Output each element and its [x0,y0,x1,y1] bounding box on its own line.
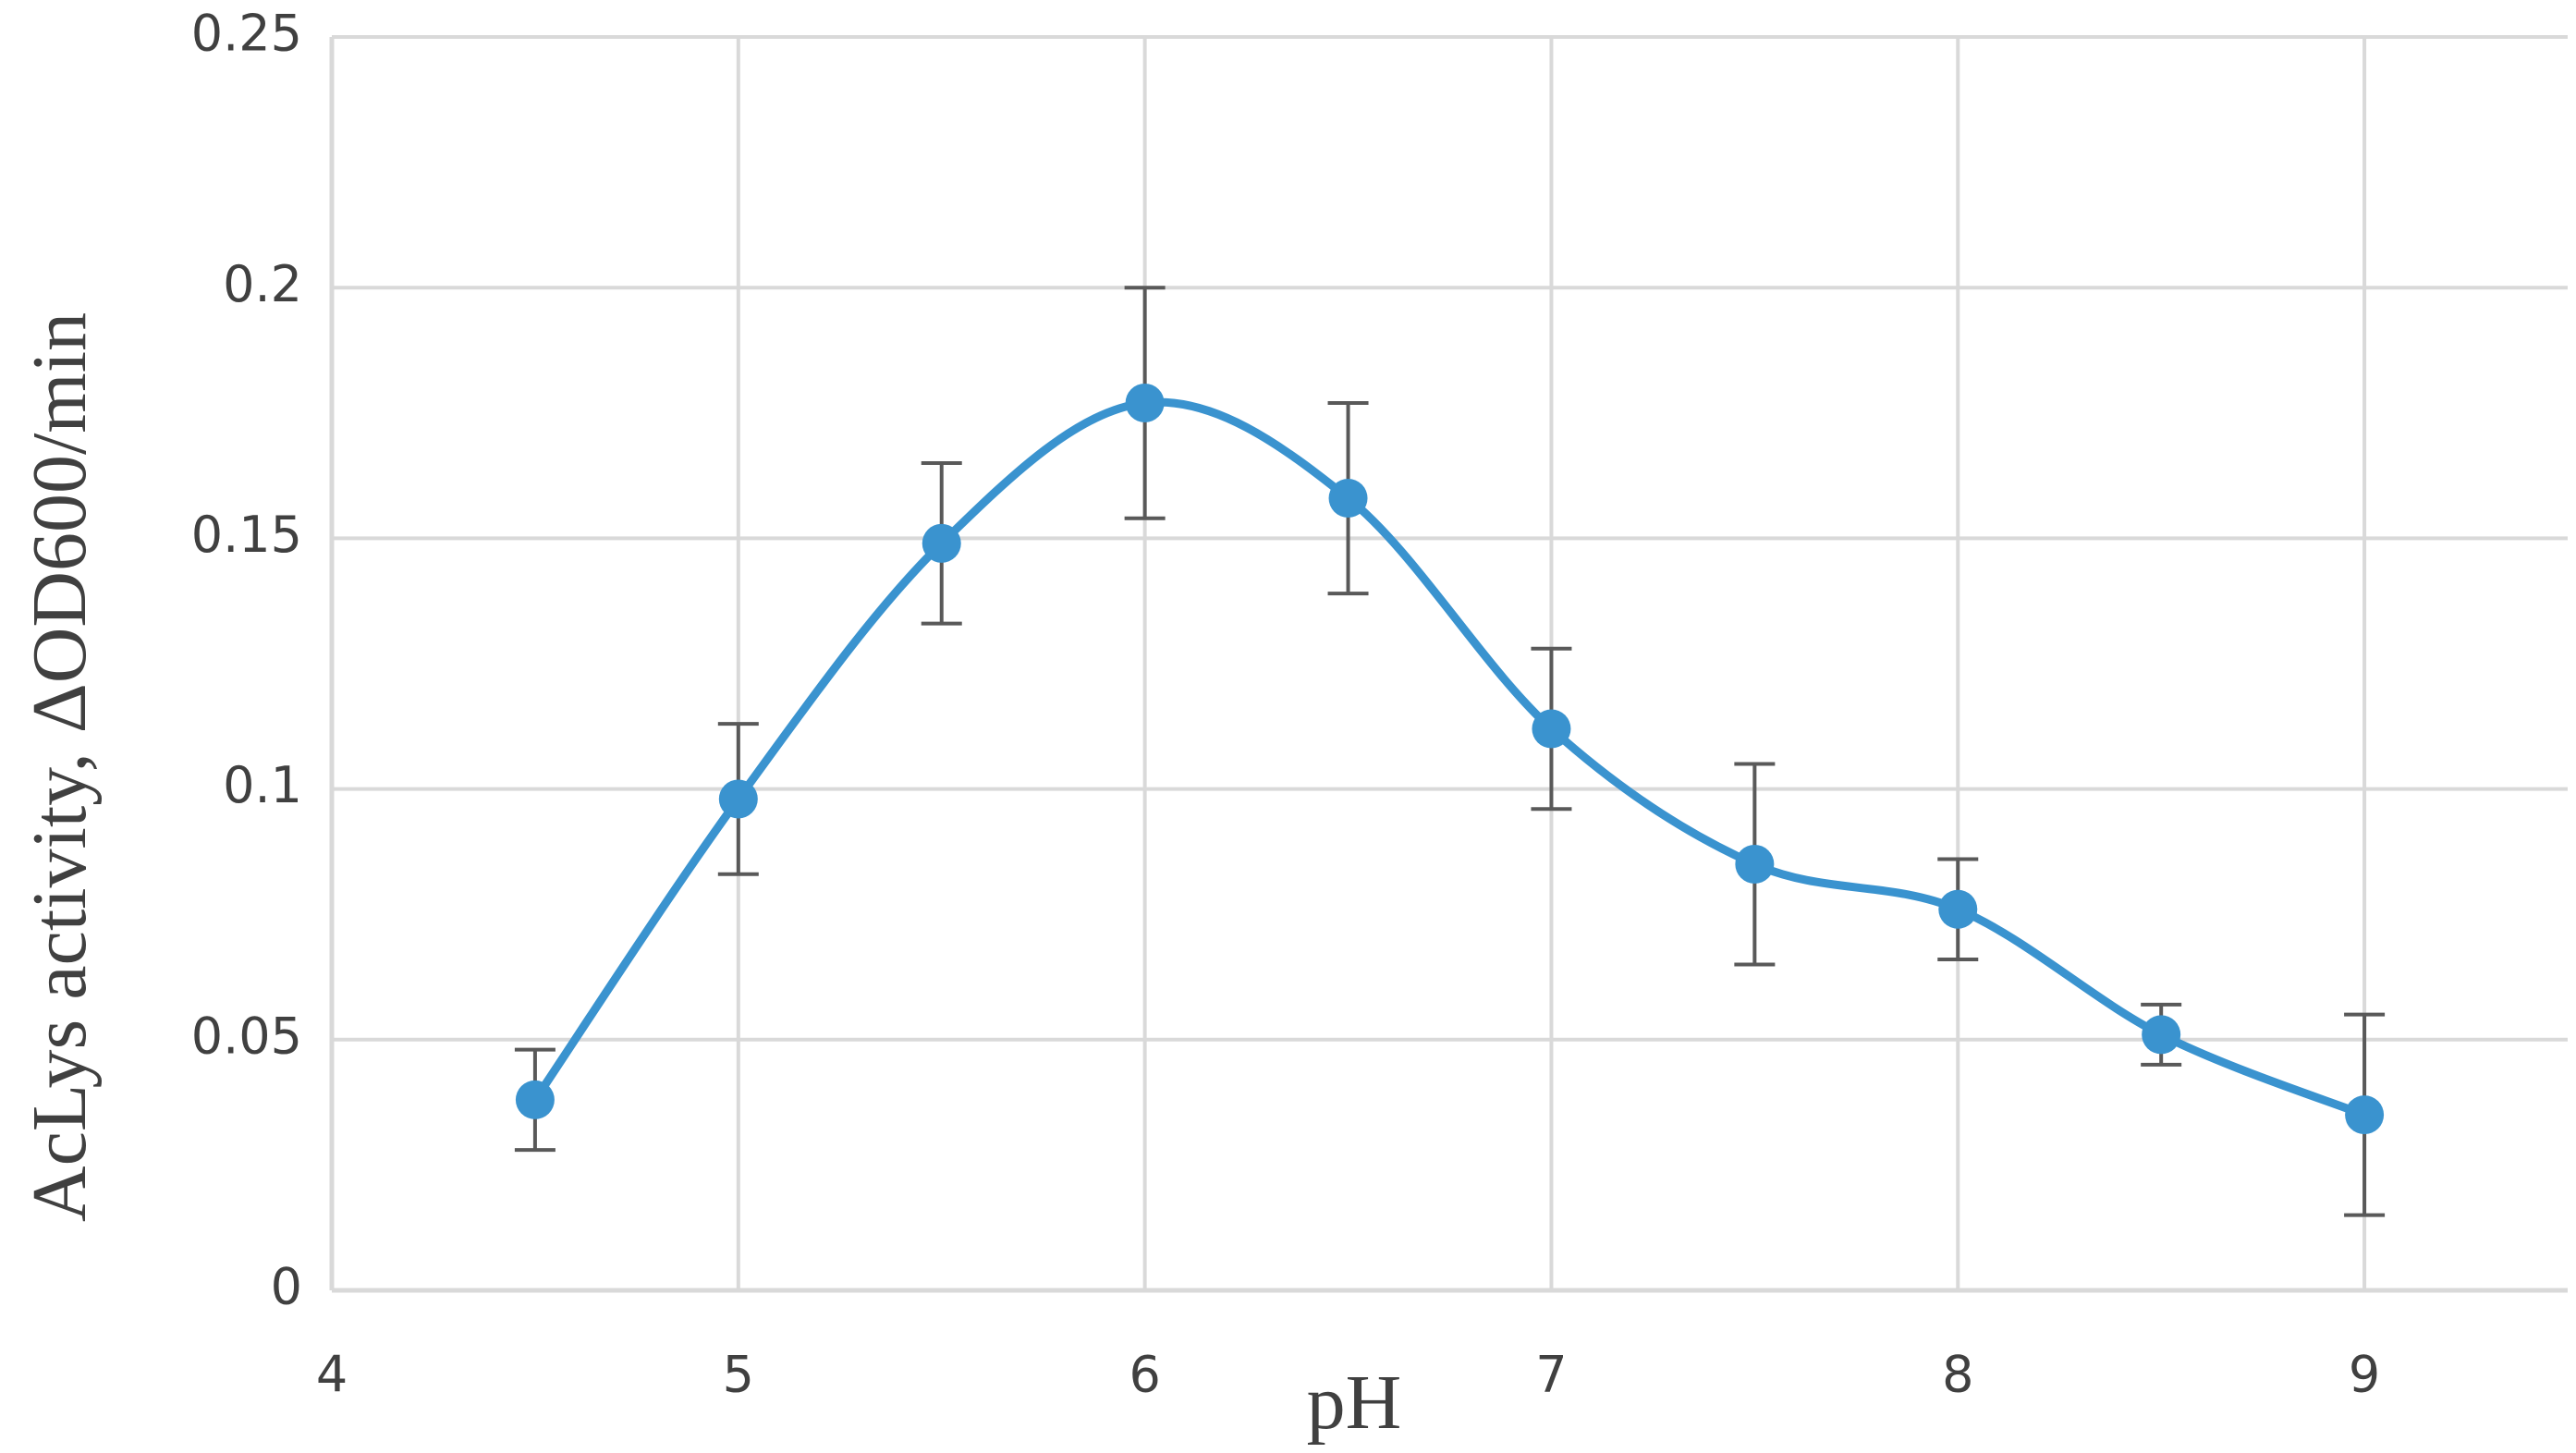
x-tick-label: 8 [1942,1346,1973,1404]
y-tick-label: 0 [271,1258,302,1316]
x-axis-title: pH [1307,1360,1402,1446]
marker [2345,1095,2385,1135]
marker [718,779,758,819]
y-tick-label: 0.05 [191,1007,302,1065]
y-tick-label: 0.1 [223,756,302,814]
y-tick-label: 0.25 [191,5,302,63]
y-tick-label: 0.15 [191,506,302,564]
x-tick-label: 9 [2349,1346,2380,1404]
y-axis-title: AcLys activity, ΔOD600/min [17,312,103,1222]
marker [2142,1015,2181,1055]
y-tick-label: 0.2 [223,255,302,313]
marker [1735,844,1775,884]
x-tick-label: 4 [316,1346,348,1404]
x-tick-label: 5 [723,1346,754,1404]
marker [1938,889,1978,929]
marker [922,523,961,563]
line [531,397,2366,1119]
x-tick-label: 6 [1129,1346,1160,1404]
x-tick-label: 7 [1535,1346,1567,1404]
marker [1125,383,1165,422]
marker [1328,479,1368,519]
marker [515,1080,555,1119]
marker [1532,709,1571,749]
